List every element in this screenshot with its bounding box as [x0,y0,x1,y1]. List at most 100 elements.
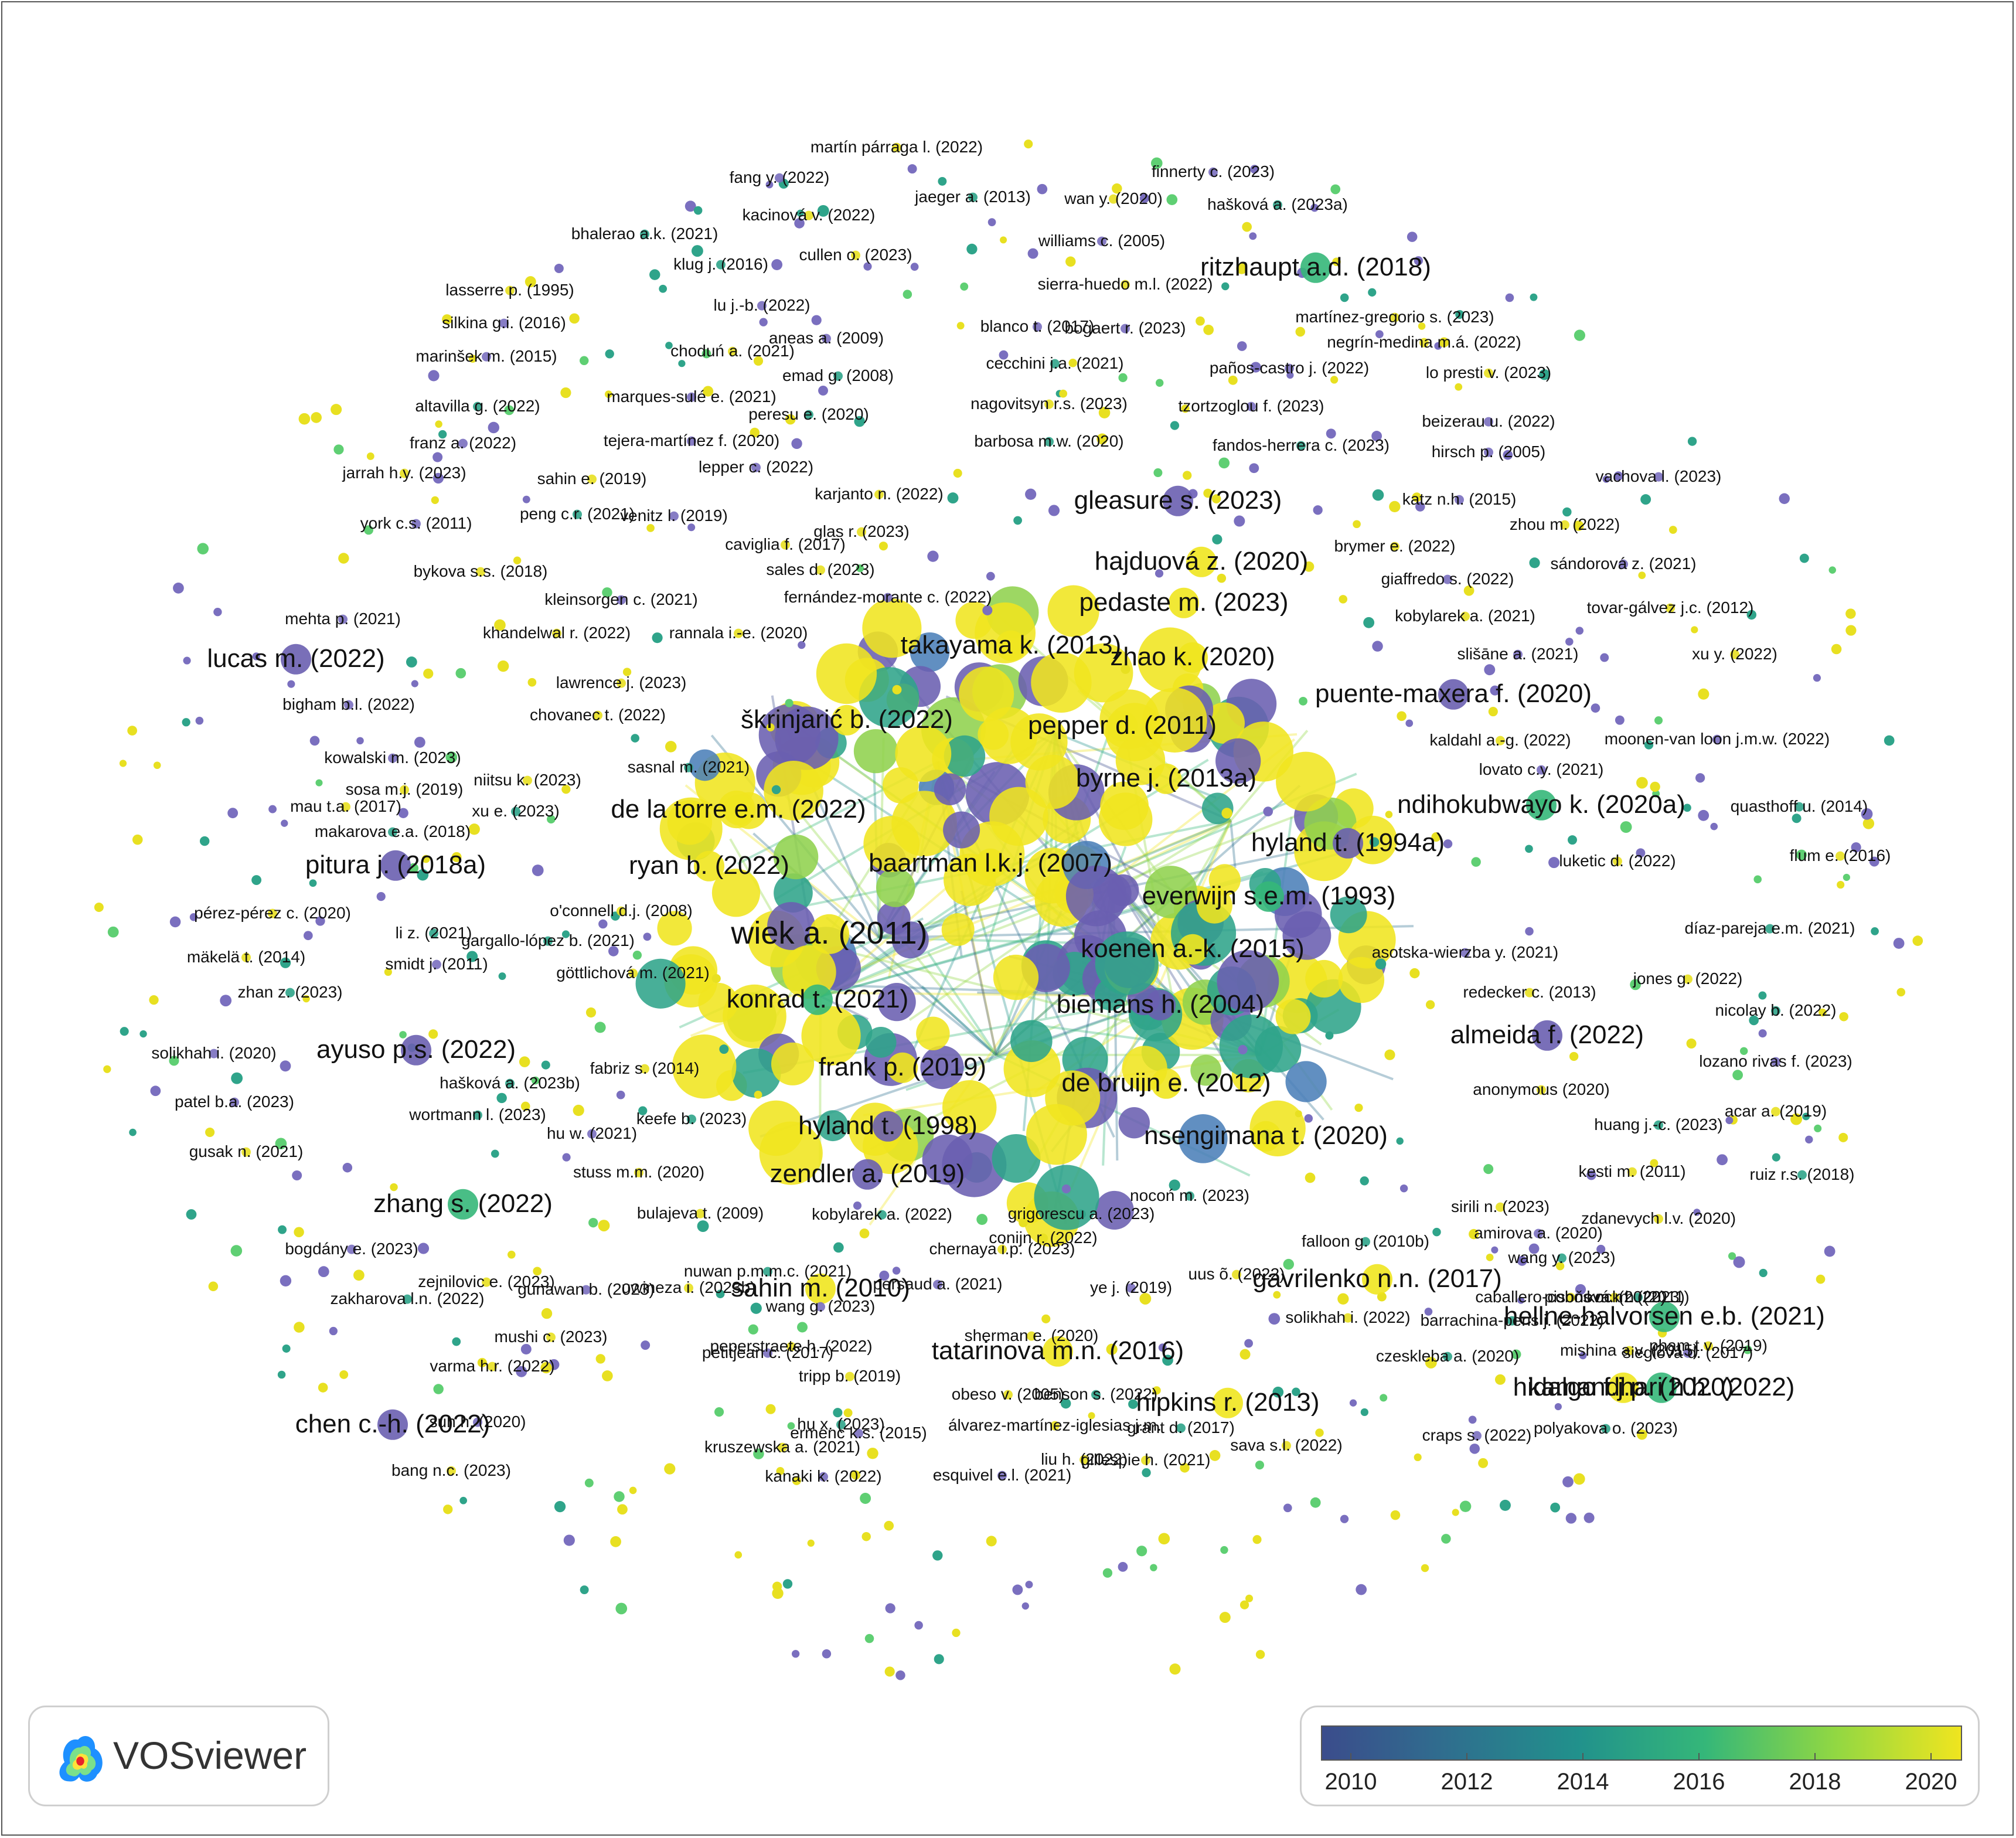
paper-node[interactable] [1484,664,1496,676]
paper-node[interactable] [398,808,408,818]
paper-node[interactable] [1169,1179,1180,1191]
paper-node[interactable] [1295,326,1306,337]
paper-node[interactable] [303,931,313,941]
paper-node[interactable] [759,318,768,326]
paper-node[interactable] [772,1581,782,1591]
paper-node[interactable] [851,1470,861,1480]
paper-node[interactable] [282,1344,291,1353]
paper-node[interactable] [531,1076,540,1085]
cluster-node[interactable] [1275,999,1311,1034]
cluster-node[interactable] [993,954,1039,1000]
node-label[interactable]: vachova l. (2023) [1596,467,1722,485]
paper-node[interactable] [149,995,159,1005]
labeled-node[interactable] [968,192,978,202]
labeled-node[interactable] [1513,649,1523,659]
labeled-node[interactable] [1282,1441,1291,1451]
paper-node[interactable] [1813,674,1821,682]
labeled-node[interactable] [883,593,893,603]
paper-node[interactable] [797,1322,808,1333]
node-label[interactable]: anonymous (2020) [1473,1080,1609,1098]
paper-node[interactable] [560,387,571,399]
paper-node[interactable] [616,1090,625,1100]
cluster-node[interactable] [1026,1104,1087,1165]
paper-node[interactable] [504,405,515,416]
paper-node[interactable] [414,737,425,748]
paper-node[interactable] [1065,256,1076,267]
paper-node[interactable] [1698,809,1709,821]
paper-node[interactable] [428,1029,438,1039]
paper-node[interactable] [1469,1228,1479,1240]
labeled-node[interactable] [687,436,696,446]
paper-node[interactable] [691,245,703,257]
paper-node[interactable] [1218,457,1230,469]
labeled-node[interactable] [1145,989,1176,1020]
node-label[interactable]: tejera-martínez f. (2020) [604,431,779,450]
paper-node[interactable] [277,1370,286,1379]
node-label[interactable]: lasserre p. (1995) [445,281,574,299]
paper-node[interactable] [1250,362,1261,373]
paper-node[interactable] [1162,1354,1173,1366]
labeled-node[interactable] [1273,200,1282,210]
labeled-node[interactable] [804,410,813,420]
node-label[interactable]: de la torre e.m. (2022) [611,795,866,823]
cluster-node[interactable] [1285,1061,1327,1102]
labeled-node[interactable] [1771,1057,1780,1067]
paper-node[interactable] [1354,1103,1363,1112]
cluster-node[interactable] [877,983,916,1022]
paper-node[interactable] [333,444,344,455]
labeled-node[interactable] [1043,1336,1073,1367]
paper-node[interactable] [268,805,277,814]
paper-node[interactable] [1441,1534,1451,1544]
labeled-node[interactable] [1484,447,1493,457]
node-label[interactable]: grigorescu a. (2023) [1008,1204,1155,1223]
paper-node[interactable] [986,1536,997,1547]
paper-node[interactable] [356,737,364,745]
labeled-node[interactable] [1646,1372,1677,1403]
node-label[interactable]: slišāne a. (2021) [1457,645,1578,663]
node-label[interactable]: sava s.l. (2022) [1230,1436,1342,1454]
paper-node[interactable] [498,972,506,980]
labeled-node[interactable] [786,1342,796,1352]
paper-node[interactable] [364,525,374,535]
node-label[interactable]: gillespie h. (2021) [1081,1451,1210,1469]
node-label[interactable]: peperstraete h. (2022) [710,1337,872,1355]
paper-node[interactable] [1591,703,1600,713]
paper-node[interactable] [417,1243,430,1254]
paper-node[interactable] [1385,811,1393,818]
paper-node[interactable] [678,360,686,367]
paper-node[interactable] [1372,641,1383,652]
node-label[interactable]: mehta p. (2021) [285,610,401,628]
labeled-node[interactable] [1285,363,1294,373]
paper-node[interactable] [331,404,342,416]
node-label[interactable]: hyland t. (1994a) [1251,828,1445,857]
labeled-node[interactable] [1566,1292,1575,1302]
node-label[interactable]: gusak n. (2021) [189,1142,304,1160]
node-label[interactable]: bogaert r. (2023) [1064,319,1186,337]
node-label[interactable]: gunawan b. (2023) [517,1280,655,1298]
paper-node[interactable] [103,1065,111,1073]
node-label[interactable]: díaz-pareja e.m. (2021) [1684,919,1855,937]
node-label[interactable]: nuwan p.m.m.c. (2021) [684,1262,852,1280]
paper-node[interactable] [1630,979,1641,991]
paper-node[interactable] [604,390,612,399]
paper-node[interactable] [1615,715,1625,725]
paper-node[interactable] [252,652,260,661]
node-label[interactable]: giaffredo s. (2022) [1381,570,1514,588]
paper-node[interactable] [1491,1246,1499,1254]
paper-node[interactable] [451,852,462,862]
labeled-node[interactable] [1247,401,1256,411]
paper-node[interactable] [1758,1029,1767,1038]
labeled-node[interactable] [1443,574,1452,584]
labeled-node[interactable] [505,285,515,295]
labeled-node[interactable] [1507,1316,1517,1326]
cluster-node[interactable] [1118,1107,1150,1139]
paper-node[interactable] [1353,520,1361,529]
labeled-node[interactable] [573,509,582,519]
node-label[interactable]: silkina g.i. (2016) [442,314,566,332]
paper-node[interactable] [854,416,865,427]
paper-node[interactable] [1399,1184,1408,1193]
paper-node[interactable] [1396,1137,1404,1145]
labeled-node[interactable] [1601,1424,1610,1434]
paper-node[interactable] [659,284,668,293]
paper-node[interactable] [1304,1114,1313,1123]
